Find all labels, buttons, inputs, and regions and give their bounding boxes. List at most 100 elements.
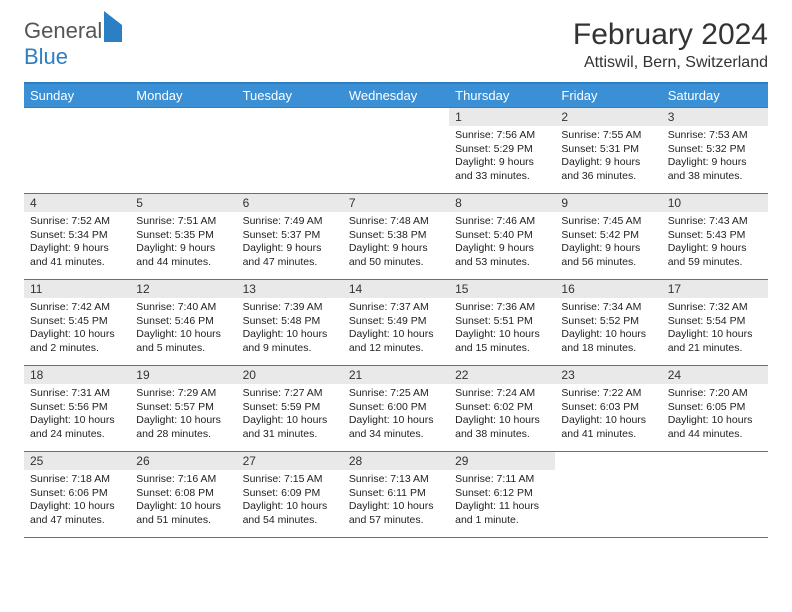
- calendar-day-cell: 9Sunrise: 7:45 AMSunset: 5:42 PMDaylight…: [555, 194, 661, 280]
- calendar-day-cell: 8Sunrise: 7:46 AMSunset: 5:40 PMDaylight…: [449, 194, 555, 280]
- calendar-day-cell: [24, 108, 130, 194]
- day-number: 5: [130, 194, 236, 212]
- location: Attiswil, Bern, Switzerland: [573, 54, 768, 72]
- calendar-day-cell: [130, 108, 236, 194]
- day-content: Sunrise: 7:11 AMSunset: 6:12 PMDaylight:…: [449, 470, 555, 532]
- calendar-day-cell: 24Sunrise: 7:20 AMSunset: 6:05 PMDayligh…: [662, 366, 768, 452]
- calendar-day-cell: 28Sunrise: 7:13 AMSunset: 6:11 PMDayligh…: [343, 452, 449, 538]
- day-number: 26: [130, 452, 236, 470]
- calendar-day-cell: 13Sunrise: 7:39 AMSunset: 5:48 PMDayligh…: [237, 280, 343, 366]
- calendar-week-row: 11Sunrise: 7:42 AMSunset: 5:45 PMDayligh…: [24, 280, 768, 366]
- calendar-day-cell: 19Sunrise: 7:29 AMSunset: 5:57 PMDayligh…: [130, 366, 236, 452]
- calendar-week-row: 25Sunrise: 7:18 AMSunset: 6:06 PMDayligh…: [24, 452, 768, 538]
- day-content: Sunrise: 7:55 AMSunset: 5:31 PMDaylight:…: [555, 126, 661, 188]
- calendar-day-cell: 25Sunrise: 7:18 AMSunset: 6:06 PMDayligh…: [24, 452, 130, 538]
- calendar-day-cell: 7Sunrise: 7:48 AMSunset: 5:38 PMDaylight…: [343, 194, 449, 280]
- day-content: Sunrise: 7:32 AMSunset: 5:54 PMDaylight:…: [662, 298, 768, 360]
- calendar-day-cell: [555, 452, 661, 538]
- calendar-day-cell: 4Sunrise: 7:52 AMSunset: 5:34 PMDaylight…: [24, 194, 130, 280]
- calendar-week-row: 18Sunrise: 7:31 AMSunset: 5:56 PMDayligh…: [24, 366, 768, 452]
- day-number: 24: [662, 366, 768, 384]
- weekday-header: Tuesday: [237, 83, 343, 108]
- day-content: Sunrise: 7:13 AMSunset: 6:11 PMDaylight:…: [343, 470, 449, 532]
- logo-text: General Blue: [24, 18, 122, 70]
- day-number: 12: [130, 280, 236, 298]
- calendar-day-cell: 11Sunrise: 7:42 AMSunset: 5:45 PMDayligh…: [24, 280, 130, 366]
- logo-word-blue: Blue: [24, 44, 68, 69]
- day-content: Sunrise: 7:37 AMSunset: 5:49 PMDaylight:…: [343, 298, 449, 360]
- day-content: Sunrise: 7:34 AMSunset: 5:52 PMDaylight:…: [555, 298, 661, 360]
- logo-word-general: General: [24, 18, 102, 43]
- day-number: 17: [662, 280, 768, 298]
- calendar-week-row: 1Sunrise: 7:56 AMSunset: 5:29 PMDaylight…: [24, 108, 768, 194]
- calendar-day-cell: 15Sunrise: 7:36 AMSunset: 5:51 PMDayligh…: [449, 280, 555, 366]
- day-number: 6: [237, 194, 343, 212]
- calendar-day-cell: [237, 108, 343, 194]
- day-content: Sunrise: 7:18 AMSunset: 6:06 PMDaylight:…: [24, 470, 130, 532]
- day-number: 8: [449, 194, 555, 212]
- calendar-day-cell: 12Sunrise: 7:40 AMSunset: 5:46 PMDayligh…: [130, 280, 236, 366]
- day-content: Sunrise: 7:25 AMSunset: 6:00 PMDaylight:…: [343, 384, 449, 446]
- day-number: 7: [343, 194, 449, 212]
- calendar-week-row: 4Sunrise: 7:52 AMSunset: 5:34 PMDaylight…: [24, 194, 768, 280]
- weekday-header: Friday: [555, 83, 661, 108]
- day-content: Sunrise: 7:16 AMSunset: 6:08 PMDaylight:…: [130, 470, 236, 532]
- weekday-header: Sunday: [24, 83, 130, 108]
- day-content: Sunrise: 7:49 AMSunset: 5:37 PMDaylight:…: [237, 212, 343, 274]
- day-content: Sunrise: 7:56 AMSunset: 5:29 PMDaylight:…: [449, 126, 555, 188]
- day-number: 10: [662, 194, 768, 212]
- day-number: 22: [449, 366, 555, 384]
- weekday-header: Monday: [130, 83, 236, 108]
- calendar-day-cell: 10Sunrise: 7:43 AMSunset: 5:43 PMDayligh…: [662, 194, 768, 280]
- calendar-day-cell: 27Sunrise: 7:15 AMSunset: 6:09 PMDayligh…: [237, 452, 343, 538]
- day-content: Sunrise: 7:53 AMSunset: 5:32 PMDaylight:…: [662, 126, 768, 188]
- day-number: 14: [343, 280, 449, 298]
- day-content: Sunrise: 7:52 AMSunset: 5:34 PMDaylight:…: [24, 212, 130, 274]
- calendar-day-cell: 2Sunrise: 7:55 AMSunset: 5:31 PMDaylight…: [555, 108, 661, 194]
- calendar-day-cell: 20Sunrise: 7:27 AMSunset: 5:59 PMDayligh…: [237, 366, 343, 452]
- day-content: Sunrise: 7:39 AMSunset: 5:48 PMDaylight:…: [237, 298, 343, 360]
- day-number: 15: [449, 280, 555, 298]
- day-number: 18: [24, 366, 130, 384]
- calendar-day-cell: [662, 452, 768, 538]
- calendar-day-cell: 1Sunrise: 7:56 AMSunset: 5:29 PMDaylight…: [449, 108, 555, 194]
- calendar-day-cell: 21Sunrise: 7:25 AMSunset: 6:00 PMDayligh…: [343, 366, 449, 452]
- day-content: Sunrise: 7:31 AMSunset: 5:56 PMDaylight:…: [24, 384, 130, 446]
- calendar-table: Sunday Monday Tuesday Wednesday Thursday…: [24, 82, 768, 538]
- calendar-day-cell: 16Sunrise: 7:34 AMSunset: 5:52 PMDayligh…: [555, 280, 661, 366]
- day-number: 2: [555, 108, 661, 126]
- day-number: 16: [555, 280, 661, 298]
- day-content: Sunrise: 7:20 AMSunset: 6:05 PMDaylight:…: [662, 384, 768, 446]
- day-content: Sunrise: 7:43 AMSunset: 5:43 PMDaylight:…: [662, 212, 768, 274]
- day-content: Sunrise: 7:29 AMSunset: 5:57 PMDaylight:…: [130, 384, 236, 446]
- day-content: Sunrise: 7:27 AMSunset: 5:59 PMDaylight:…: [237, 384, 343, 446]
- calendar-day-cell: 3Sunrise: 7:53 AMSunset: 5:32 PMDaylight…: [662, 108, 768, 194]
- day-number: 27: [237, 452, 343, 470]
- calendar-day-cell: 17Sunrise: 7:32 AMSunset: 5:54 PMDayligh…: [662, 280, 768, 366]
- title-block: February 2024 Attiswil, Bern, Switzerlan…: [573, 18, 768, 72]
- logo-icon: [104, 11, 122, 42]
- day-content: Sunrise: 7:36 AMSunset: 5:51 PMDaylight:…: [449, 298, 555, 360]
- weekday-header: Saturday: [662, 83, 768, 108]
- day-number: 9: [555, 194, 661, 212]
- calendar-day-cell: 29Sunrise: 7:11 AMSunset: 6:12 PMDayligh…: [449, 452, 555, 538]
- day-number: 20: [237, 366, 343, 384]
- day-number: 25: [24, 452, 130, 470]
- calendar-day-cell: 26Sunrise: 7:16 AMSunset: 6:08 PMDayligh…: [130, 452, 236, 538]
- header: General Blue February 2024 Attiswil, Ber…: [24, 18, 768, 72]
- day-number: 4: [24, 194, 130, 212]
- day-content: Sunrise: 7:40 AMSunset: 5:46 PMDaylight:…: [130, 298, 236, 360]
- day-content: Sunrise: 7:22 AMSunset: 6:03 PMDaylight:…: [555, 384, 661, 446]
- weekday-header: Thursday: [449, 83, 555, 108]
- logo: General Blue: [24, 18, 122, 70]
- calendar-day-cell: 23Sunrise: 7:22 AMSunset: 6:03 PMDayligh…: [555, 366, 661, 452]
- calendar-day-cell: 14Sunrise: 7:37 AMSunset: 5:49 PMDayligh…: [343, 280, 449, 366]
- day-content: Sunrise: 7:45 AMSunset: 5:42 PMDaylight:…: [555, 212, 661, 274]
- calendar-day-cell: 18Sunrise: 7:31 AMSunset: 5:56 PMDayligh…: [24, 366, 130, 452]
- day-number: 28: [343, 452, 449, 470]
- day-number: 13: [237, 280, 343, 298]
- calendar-day-cell: 22Sunrise: 7:24 AMSunset: 6:02 PMDayligh…: [449, 366, 555, 452]
- day-content: Sunrise: 7:15 AMSunset: 6:09 PMDaylight:…: [237, 470, 343, 532]
- day-number: 19: [130, 366, 236, 384]
- day-content: Sunrise: 7:48 AMSunset: 5:38 PMDaylight:…: [343, 212, 449, 274]
